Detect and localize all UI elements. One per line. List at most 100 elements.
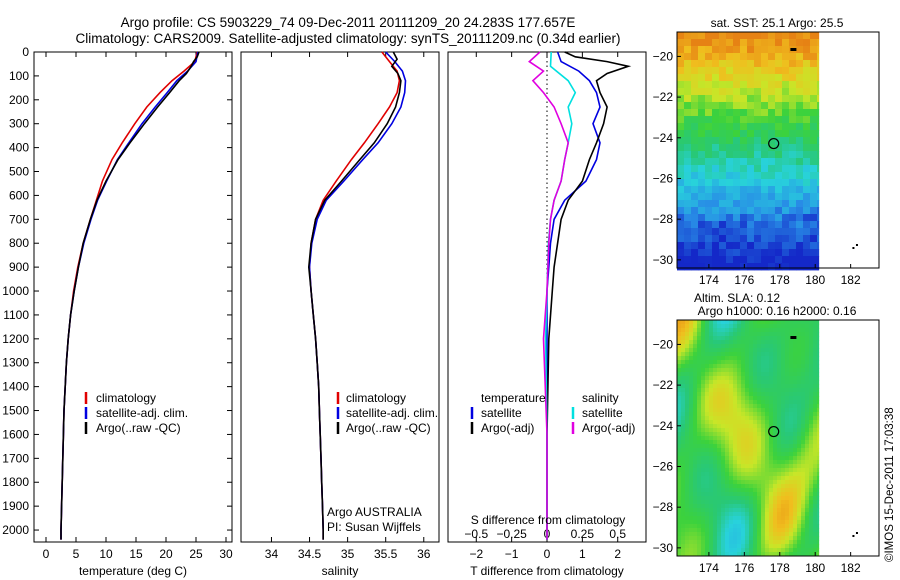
map-cell bbox=[741, 428, 746, 433]
map-cell bbox=[741, 492, 746, 497]
map-cell bbox=[705, 348, 710, 353]
map-cell bbox=[789, 528, 794, 533]
map-cell bbox=[754, 228, 762, 236]
map-cell bbox=[777, 344, 782, 349]
map-cell bbox=[725, 356, 730, 361]
map-cell bbox=[801, 436, 806, 441]
map-cell bbox=[740, 130, 748, 138]
map-cell bbox=[817, 348, 820, 353]
map-cell bbox=[698, 74, 706, 82]
map-cell bbox=[757, 476, 762, 481]
map-cell bbox=[785, 380, 790, 385]
map-cell bbox=[741, 404, 746, 409]
map-cell bbox=[765, 448, 770, 453]
map-cell bbox=[773, 348, 778, 353]
map-cell bbox=[782, 172, 790, 180]
map-cell bbox=[725, 536, 730, 541]
map-cell bbox=[782, 144, 790, 152]
map-cell bbox=[773, 516, 778, 521]
map-cell bbox=[754, 60, 762, 68]
map-cell bbox=[717, 424, 722, 429]
map-cell bbox=[761, 528, 766, 533]
map-cell bbox=[805, 372, 810, 377]
map-cell bbox=[697, 468, 702, 473]
map-cell bbox=[681, 388, 686, 393]
map-cell bbox=[697, 416, 702, 421]
map-cell bbox=[725, 328, 730, 333]
map-cell bbox=[713, 460, 718, 465]
map-cell bbox=[681, 472, 686, 477]
map-cell bbox=[809, 324, 814, 329]
map-cell bbox=[691, 46, 699, 54]
map-cell bbox=[781, 440, 786, 445]
map-cell bbox=[741, 536, 746, 541]
map-cell bbox=[745, 552, 750, 557]
map-cell bbox=[749, 344, 754, 349]
map-cell bbox=[677, 480, 682, 485]
map-cell bbox=[705, 428, 710, 433]
temperature-axis-label: temperature (deg C) bbox=[79, 564, 187, 578]
map-cell bbox=[773, 436, 778, 441]
map-cell bbox=[753, 428, 758, 433]
map-cell bbox=[761, 504, 766, 509]
map-cell bbox=[733, 193, 741, 201]
map-cell bbox=[681, 404, 686, 409]
map-cell bbox=[733, 464, 738, 469]
map-cell bbox=[769, 544, 774, 549]
map-cell bbox=[712, 144, 720, 152]
map-cell bbox=[796, 130, 804, 138]
map-cell bbox=[753, 328, 758, 333]
map-cell bbox=[757, 328, 762, 333]
legend-label-argo: Argo(..raw -QC) bbox=[346, 421, 431, 435]
map-cell bbox=[813, 420, 818, 425]
map-cell bbox=[785, 480, 790, 485]
map-cell bbox=[768, 102, 776, 110]
map-cell bbox=[729, 480, 734, 485]
map-cell bbox=[677, 95, 685, 103]
map-cell bbox=[810, 193, 818, 201]
map-cell bbox=[761, 102, 769, 110]
map-cell bbox=[729, 524, 734, 529]
map-cell bbox=[705, 74, 713, 82]
map-cell bbox=[817, 464, 820, 469]
map-cell bbox=[753, 512, 758, 517]
map-cell bbox=[765, 344, 770, 349]
map-cell bbox=[813, 336, 818, 341]
map-cell bbox=[773, 356, 778, 361]
map-cell bbox=[753, 436, 758, 441]
map-cell bbox=[769, 408, 774, 413]
map-cell bbox=[740, 67, 748, 75]
map-cell bbox=[785, 328, 790, 333]
map-cell bbox=[740, 235, 748, 243]
map-cell bbox=[817, 151, 820, 159]
map-cell bbox=[713, 340, 718, 345]
map-cell bbox=[805, 344, 810, 349]
map-cell bbox=[709, 544, 714, 549]
map-cell bbox=[805, 548, 810, 553]
x-tick-label: 34 bbox=[265, 547, 279, 561]
map-cell bbox=[745, 528, 750, 533]
map-cell bbox=[697, 324, 702, 329]
map-cell bbox=[789, 448, 794, 453]
map-cell bbox=[709, 444, 714, 449]
map-cell bbox=[697, 496, 702, 501]
map-cell bbox=[793, 360, 798, 365]
map-cell bbox=[729, 412, 734, 417]
map-cell bbox=[733, 384, 738, 389]
map-cell bbox=[726, 53, 734, 61]
map-cell bbox=[726, 242, 734, 250]
map-cell bbox=[733, 500, 738, 505]
map-cell bbox=[761, 320, 766, 325]
x-tick-label: −2 bbox=[469, 547, 483, 561]
map-cell bbox=[813, 416, 818, 421]
map-cell bbox=[705, 137, 713, 145]
map-cell bbox=[797, 404, 802, 409]
map-cell bbox=[747, 200, 755, 208]
map-cell bbox=[726, 116, 734, 124]
map-cell bbox=[698, 39, 706, 47]
map-cell bbox=[691, 67, 699, 75]
map-cell bbox=[705, 496, 710, 501]
map-cell bbox=[713, 360, 718, 365]
map-cell bbox=[677, 193, 685, 201]
map-cell bbox=[793, 484, 798, 489]
